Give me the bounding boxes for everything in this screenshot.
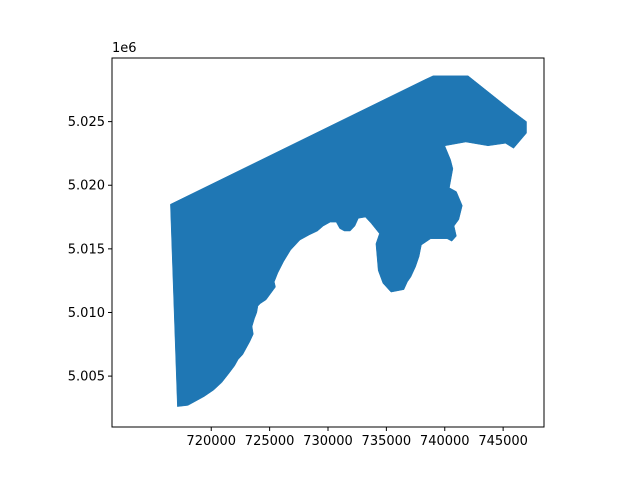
x-tick-label: 725000 [245, 434, 295, 449]
y-offset-label: 1e6 [112, 41, 137, 56]
axes-frame [111, 57, 545, 428]
y-tick-label: 5.020 [68, 179, 105, 194]
x-tick-label: 735000 [362, 434, 412, 449]
y-axis-ticks: 5.005 5.010 5.015 5.020 5.025 [68, 115, 112, 385]
x-tick-label: 720000 [186, 434, 236, 449]
y-tick-label: 5.010 [68, 306, 105, 321]
x-axis-ticks: 720000 725000 730000 735000 740000 745000 [186, 427, 528, 449]
region-polygon [170, 75, 527, 407]
y-tick-label: 5.025 [68, 115, 105, 130]
y-tick-label: 5.005 [68, 370, 105, 385]
x-tick-label: 740000 [420, 434, 470, 449]
x-tick-label: 730000 [303, 434, 353, 449]
x-tick-label: 745000 [478, 434, 528, 449]
y-tick-label: 5.015 [68, 242, 105, 257]
